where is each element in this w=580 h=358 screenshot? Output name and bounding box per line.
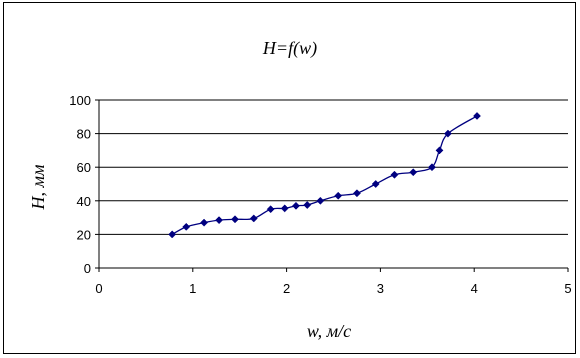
chart-svg: H=f(w) 0 20 40 60 80 100 0 1 2 3 4 5 w, м/с H, мм: [28, 38, 572, 341]
grid-lines: [99, 99, 568, 235]
data-point: [316, 196, 325, 205]
data-point: [352, 189, 361, 198]
data-point: [390, 170, 399, 179]
data-point: [292, 201, 300, 210]
data-point: [334, 191, 343, 200]
data-point: [215, 216, 224, 225]
axes: 0 20 40 60 80 100 0 1 2 3 4 5: [69, 93, 571, 296]
y-tick-label: 60: [77, 160, 91, 175]
y-tick-label: 20: [77, 227, 91, 242]
y-tick-label: 40: [77, 194, 91, 209]
data-point: [443, 129, 452, 138]
chart-frame: H=f(w) 0 20 40 60 80 100 0 1 2 3 4 5 w, м/с H, мм: [3, 2, 576, 354]
data-point: [428, 163, 436, 172]
x-tick-label: 3: [377, 281, 384, 296]
data-point: [280, 204, 289, 213]
x-tick-label: 0: [95, 281, 102, 296]
y-axis-title: H, мм: [28, 164, 48, 210]
data-point: [409, 168, 418, 177]
data-point: [473, 112, 481, 120]
data-point: [266, 205, 275, 214]
data-point: [303, 201, 312, 209]
data-point: [182, 222, 191, 231]
y-tick-label: 0: [84, 261, 91, 276]
data-point: [435, 146, 444, 155]
data-point: [231, 215, 239, 224]
series-layer: [168, 112, 481, 239]
data-point: [249, 214, 258, 223]
chart-title: H=f(w): [262, 38, 317, 59]
y-tick-label: 80: [77, 127, 91, 142]
x-axis-title: w, м/с: [307, 321, 351, 341]
data-point: [168, 230, 177, 239]
y-tick-label: 100: [69, 93, 91, 108]
x-tick-label: 4: [471, 281, 478, 296]
x-tick-label: 2: [283, 281, 290, 296]
x-tick-label: 5: [564, 281, 571, 296]
x-tick-label: 1: [189, 281, 196, 296]
data-point: [371, 180, 380, 188]
data-point: [200, 218, 209, 227]
